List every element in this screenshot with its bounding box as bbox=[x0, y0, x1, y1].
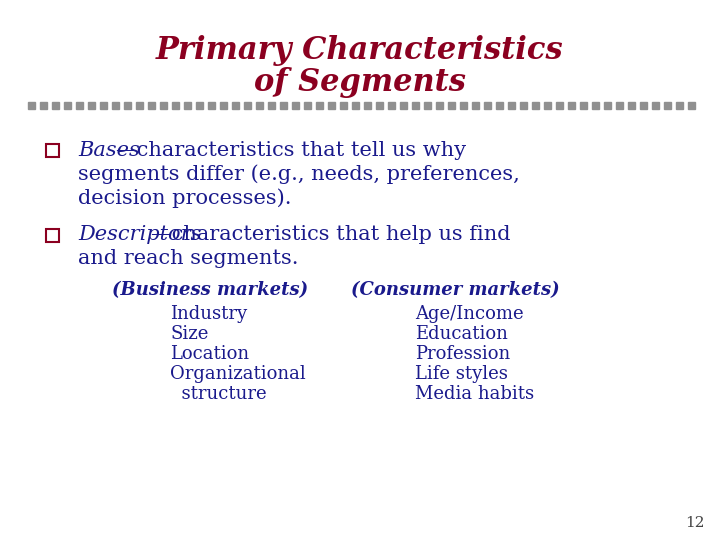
Bar bbox=[436, 102, 443, 109]
Text: Location: Location bbox=[170, 345, 249, 363]
Bar bbox=[124, 102, 131, 109]
Bar bbox=[676, 102, 683, 109]
Bar bbox=[292, 102, 299, 109]
Bar bbox=[484, 102, 491, 109]
Text: Size: Size bbox=[170, 325, 208, 343]
Bar bbox=[388, 102, 395, 109]
Text: structure: structure bbox=[170, 385, 266, 403]
Bar bbox=[40, 102, 47, 109]
Text: —characteristics that tell us why: —characteristics that tell us why bbox=[116, 140, 466, 159]
Bar bbox=[280, 102, 287, 109]
Bar bbox=[448, 102, 455, 109]
Bar bbox=[544, 102, 551, 109]
Bar bbox=[148, 102, 155, 109]
Text: Organizational: Organizational bbox=[170, 365, 306, 383]
Bar bbox=[340, 102, 347, 109]
Bar bbox=[412, 102, 419, 109]
Bar bbox=[196, 102, 203, 109]
Text: (Business markets): (Business markets) bbox=[112, 281, 308, 299]
Bar bbox=[112, 102, 119, 109]
Bar bbox=[532, 102, 539, 109]
Bar bbox=[604, 102, 611, 109]
Bar bbox=[64, 102, 71, 109]
Text: 12: 12 bbox=[685, 516, 705, 530]
Bar bbox=[45, 228, 58, 241]
Text: Life styles: Life styles bbox=[415, 365, 508, 383]
Bar bbox=[45, 144, 58, 157]
Bar bbox=[52, 102, 59, 109]
Bar bbox=[28, 102, 35, 109]
Text: and reach segments.: and reach segments. bbox=[78, 249, 299, 268]
Bar bbox=[364, 102, 371, 109]
Bar bbox=[208, 102, 215, 109]
Bar bbox=[652, 102, 659, 109]
Bar bbox=[628, 102, 635, 109]
Text: Age/Income: Age/Income bbox=[415, 305, 523, 323]
Bar bbox=[316, 102, 323, 109]
Bar bbox=[568, 102, 575, 109]
Bar bbox=[664, 102, 671, 109]
Bar bbox=[580, 102, 587, 109]
Bar bbox=[592, 102, 599, 109]
Text: Media habits: Media habits bbox=[415, 385, 534, 403]
Bar bbox=[304, 102, 311, 109]
Text: Descriptors: Descriptors bbox=[78, 226, 202, 245]
Bar bbox=[400, 102, 407, 109]
Text: of Segments: of Segments bbox=[254, 66, 466, 98]
Bar bbox=[352, 102, 359, 109]
Bar bbox=[244, 102, 251, 109]
Text: decision processes).: decision processes). bbox=[78, 188, 292, 208]
Bar bbox=[496, 102, 503, 109]
Bar bbox=[616, 102, 623, 109]
Bar bbox=[640, 102, 647, 109]
Bar bbox=[328, 102, 335, 109]
Bar bbox=[136, 102, 143, 109]
Bar bbox=[184, 102, 191, 109]
Bar bbox=[472, 102, 479, 109]
Bar bbox=[460, 102, 467, 109]
Bar bbox=[220, 102, 227, 109]
Text: Education: Education bbox=[415, 325, 508, 343]
Bar bbox=[556, 102, 563, 109]
Bar bbox=[232, 102, 239, 109]
Text: (Consumer markets): (Consumer markets) bbox=[351, 281, 559, 299]
Bar bbox=[76, 102, 83, 109]
Text: Bases: Bases bbox=[78, 140, 140, 159]
Bar bbox=[160, 102, 167, 109]
Bar bbox=[100, 102, 107, 109]
Bar bbox=[256, 102, 263, 109]
Bar bbox=[508, 102, 515, 109]
Text: segments differ (e.g., needs, preferences,: segments differ (e.g., needs, preference… bbox=[78, 164, 520, 184]
Bar bbox=[88, 102, 95, 109]
Bar bbox=[376, 102, 383, 109]
Text: Primary Characteristics: Primary Characteristics bbox=[156, 35, 564, 65]
Bar bbox=[520, 102, 527, 109]
Bar bbox=[688, 102, 695, 109]
Bar bbox=[424, 102, 431, 109]
Bar bbox=[172, 102, 179, 109]
Bar bbox=[268, 102, 275, 109]
Text: —characteristics that help us find: —characteristics that help us find bbox=[151, 226, 510, 245]
Text: Profession: Profession bbox=[415, 345, 510, 363]
Text: Industry: Industry bbox=[170, 305, 247, 323]
